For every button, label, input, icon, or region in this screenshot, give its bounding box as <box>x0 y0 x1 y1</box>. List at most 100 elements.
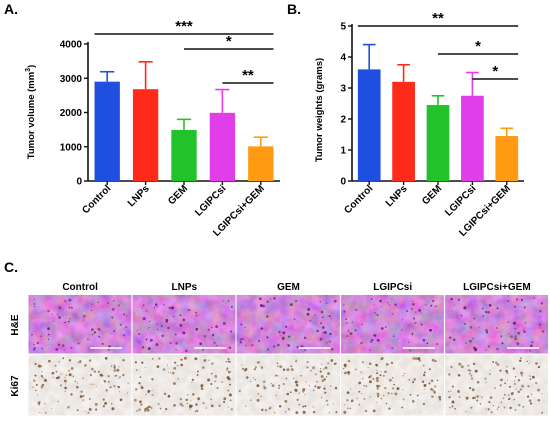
histology-nucleus <box>118 366 120 368</box>
histology-nucleus <box>385 363 389 366</box>
histology-nucleus <box>384 370 387 374</box>
histology-nucleus <box>79 395 82 398</box>
histology-nucleus <box>375 363 378 366</box>
histology-nucleus <box>508 333 510 335</box>
histology-nucleus <box>438 395 442 399</box>
histology-nucleus <box>96 386 98 388</box>
histology-nucleus <box>431 395 434 398</box>
histology-nucleus <box>312 410 316 414</box>
histology-nucleus <box>99 373 103 377</box>
histology-nucleus <box>258 297 262 301</box>
histology-nucleus <box>254 378 256 381</box>
histology-nucleus <box>373 304 375 306</box>
histology-nucleus <box>295 383 299 387</box>
chart-a-x-tick-label-0: Control <box>80 183 113 216</box>
histology-nucleus <box>402 389 404 391</box>
histology-nucleus <box>319 370 322 373</box>
histology-nucleus <box>498 406 500 408</box>
histology-nucleus <box>383 394 385 397</box>
histology-nucleus <box>380 306 382 308</box>
histology-nucleus <box>126 392 129 394</box>
histology-column-header-3: LGIPCsi <box>373 282 412 293</box>
histology-nucleus <box>135 369 138 371</box>
histology-nucleus <box>98 335 101 338</box>
histology-nucleus <box>526 360 528 363</box>
histology-nucleus <box>111 307 115 311</box>
histology-nucleus <box>388 407 391 410</box>
histology-nucleus <box>47 359 51 363</box>
histology-nucleus <box>254 366 257 369</box>
histology-nucleus <box>162 304 165 306</box>
histology-nucleus <box>165 320 168 323</box>
histology-nucleus <box>54 364 57 367</box>
histology-nucleus <box>293 377 295 380</box>
histology-nucleus <box>306 312 310 316</box>
histology-nucleus <box>378 385 381 388</box>
histology-nucleus <box>308 385 311 387</box>
histology-nucleus <box>145 310 148 312</box>
histology-nucleus <box>324 385 326 387</box>
histology-nucleus <box>262 304 266 308</box>
chart-b-y-tick-label: 2 <box>340 115 346 126</box>
histology-nucleus <box>197 370 200 372</box>
histology-nucleus <box>354 368 357 371</box>
histology-nucleus <box>520 298 524 301</box>
histology-nucleus <box>449 407 451 409</box>
histology-nucleus <box>322 368 325 371</box>
histology-nucleus <box>213 341 216 344</box>
histology-nucleus <box>334 387 338 390</box>
histology-nucleus <box>327 362 329 364</box>
histology-nucleus <box>194 357 198 361</box>
histology-nucleus <box>426 342 429 345</box>
histology-nucleus <box>65 374 68 376</box>
histology-nucleus <box>82 377 84 380</box>
histology-nucleus <box>517 331 520 335</box>
histology-nucleus <box>114 375 116 377</box>
histology-nucleus <box>368 376 371 379</box>
histology-nucleus <box>210 398 212 401</box>
histology-nucleus <box>448 390 450 393</box>
histology-nucleus <box>287 408 291 411</box>
histology-nucleus <box>465 411 467 413</box>
chart-a-y-axis-title-sup: 3 <box>25 68 32 72</box>
histology-nucleus <box>413 378 416 381</box>
histology-nucleus <box>153 307 156 309</box>
histology-nucleus <box>58 361 60 363</box>
histology-nucleus <box>171 306 175 310</box>
histology-nucleus <box>296 398 299 401</box>
histology-nucleus <box>240 323 243 326</box>
histology-nucleus <box>381 327 384 330</box>
histology-nucleus <box>482 315 484 317</box>
histology-nucleus <box>228 393 232 397</box>
histology-nucleus <box>111 316 114 319</box>
histology-image-texture <box>236 355 340 416</box>
histology-nucleus <box>200 387 203 390</box>
histology-nucleus <box>360 371 362 373</box>
histology-nucleus <box>173 367 177 370</box>
histology-nucleus <box>223 397 227 401</box>
histology-nucleus <box>52 320 54 322</box>
histology-nucleus <box>516 342 520 346</box>
histology-nucleus <box>450 298 453 301</box>
histology-nucleus <box>216 344 218 347</box>
histology-nucleus <box>513 398 516 401</box>
histology-nucleus <box>458 396 461 398</box>
histology-nucleus <box>287 344 291 347</box>
histology-nucleus <box>460 314 463 317</box>
histology-nucleus <box>246 376 249 379</box>
histology-nucleus <box>97 370 100 373</box>
histology-nucleus <box>324 366 328 370</box>
histology-nucleus <box>388 304 390 306</box>
histology-nucleus <box>320 396 323 399</box>
histology-nucleus <box>460 365 464 369</box>
histology-nucleus <box>423 364 425 367</box>
histology-nucleus <box>154 303 158 306</box>
histology-nucleus <box>118 304 120 307</box>
histology-nucleus <box>77 342 80 345</box>
histology-nucleus <box>506 371 509 374</box>
histology-image-texture <box>341 355 444 416</box>
histology-nucleus <box>417 357 421 361</box>
chart-b-bar-4 <box>495 136 519 181</box>
histology-nucleus <box>263 385 265 387</box>
histology-nucleus <box>39 411 41 414</box>
